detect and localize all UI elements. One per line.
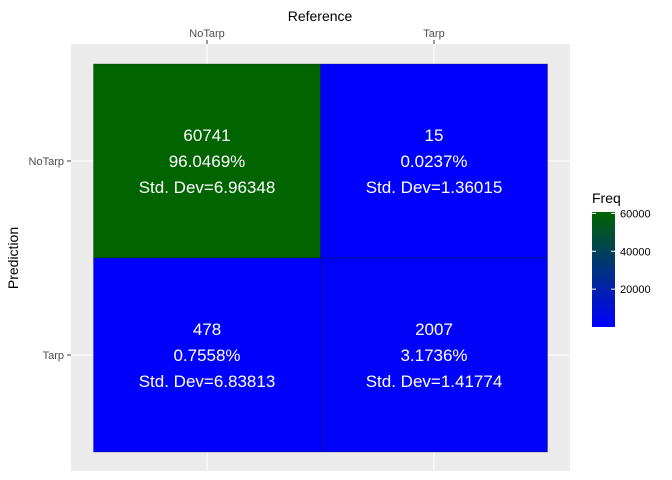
legend-colorbar	[592, 212, 615, 327]
legend: Freq 20000 40000 60000	[592, 190, 651, 327]
cell-sd-label: Std. Dev=6.83813	[139, 372, 276, 391]
y-tick-label: NoTarp	[29, 156, 64, 168]
cell-percent-label: 96.0469%	[169, 152, 246, 171]
x-axis-title: Reference	[288, 8, 353, 24]
y-tick-label: Tarp	[43, 350, 64, 362]
heatmap-cell	[93, 257, 321, 453]
cell-sd-label: Std. Dev=6.96348	[139, 178, 276, 197]
x-tick-label: Tarp	[423, 28, 444, 40]
legend-tick-label: 20000	[620, 284, 651, 296]
cell-sd-label: Std. Dev=1.36015	[366, 178, 503, 197]
cell-percent-label: 0.0237%	[400, 152, 467, 171]
cell-sd-label: Std. Dev=1.41774	[366, 372, 503, 391]
heatmap-cell	[320, 63, 548, 259]
x-tick-label: NoTarp	[189, 28, 224, 40]
legend-tick-label: 60000	[620, 208, 651, 220]
cell-percent-label: 0.7558%	[173, 346, 240, 365]
legend-title: Freq	[592, 190, 621, 206]
legend-tick-label: 40000	[620, 246, 651, 258]
cell-freq-label: 60741	[183, 126, 230, 145]
cell-percent-label: 3.1736%	[400, 346, 467, 365]
y-axis-title: Prediction	[5, 227, 21, 289]
cell-freq-label: 478	[193, 320, 221, 339]
cell-freq-label: 2007	[415, 320, 453, 339]
heatmap-cell	[320, 257, 548, 453]
cell-freq-label: 15	[425, 126, 444, 145]
